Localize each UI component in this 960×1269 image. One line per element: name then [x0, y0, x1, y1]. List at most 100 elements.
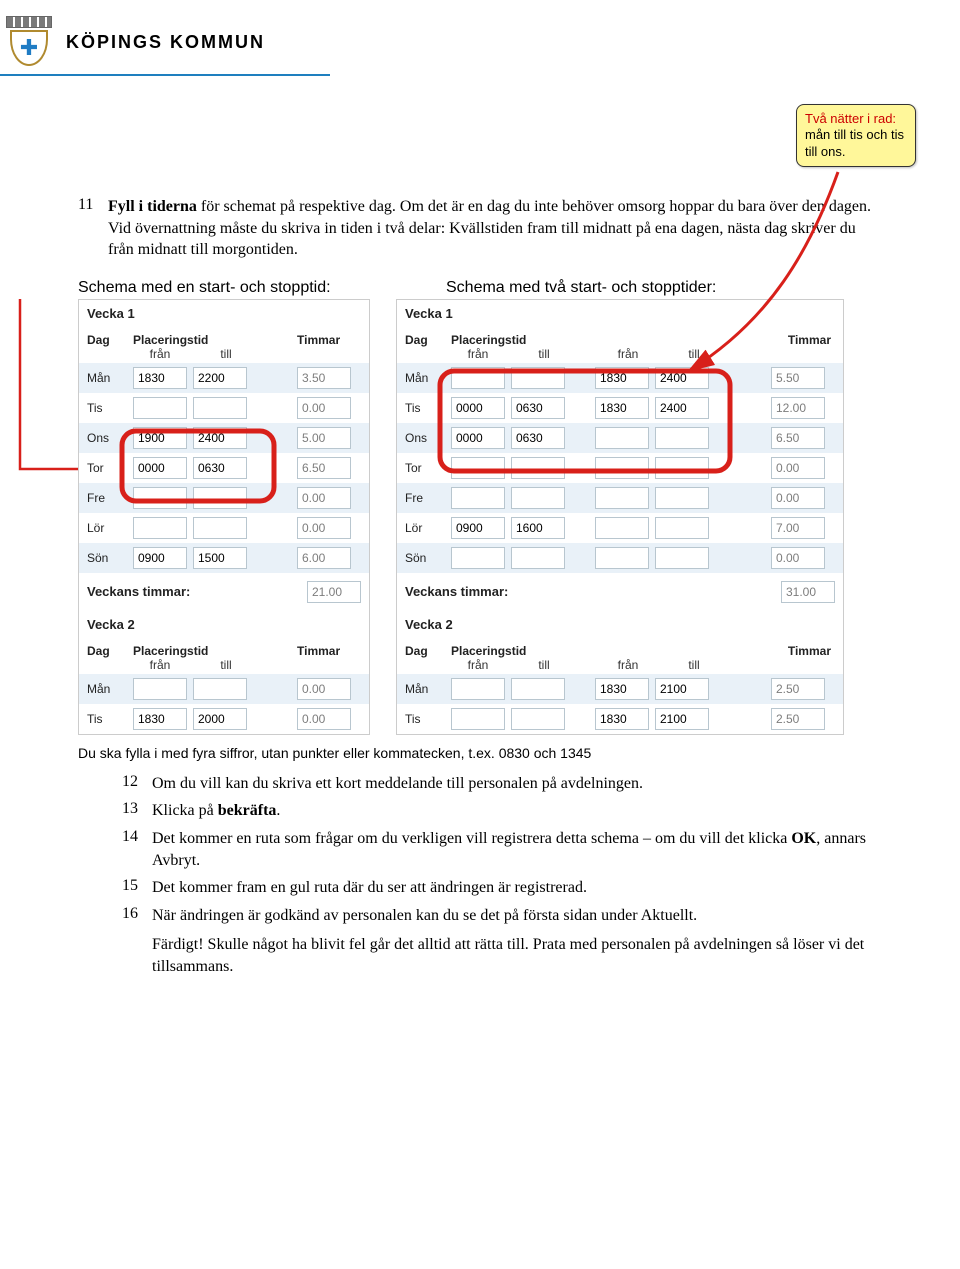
- table-row: Mån: [397, 363, 843, 393]
- hours-output: [297, 367, 351, 389]
- step-number: 16: [122, 905, 152, 927]
- from2-input[interactable]: [595, 367, 649, 389]
- from2-input[interactable]: [595, 678, 649, 700]
- from-input[interactable]: [133, 678, 187, 700]
- to2-input[interactable]: [655, 547, 709, 569]
- from2-input[interactable]: [595, 517, 649, 539]
- day-label: Fre: [405, 491, 451, 505]
- from-input[interactable]: [133, 487, 187, 509]
- to2-input[interactable]: [655, 678, 709, 700]
- from-input[interactable]: [451, 517, 505, 539]
- closing: Färdigt! Skulle något ha blivit fel går …: [152, 934, 882, 977]
- from2-input[interactable]: [595, 547, 649, 569]
- step-11: 11 Fyll i tiderna för schemat på respekt…: [78, 196, 882, 261]
- step-16: 16 När ändringen är godkänd av personale…: [122, 905, 882, 927]
- from-input[interactable]: [133, 547, 187, 569]
- from-input[interactable]: [133, 517, 187, 539]
- from-input[interactable]: [451, 678, 505, 700]
- to-input[interactable]: [193, 457, 247, 479]
- sub-fran: från: [133, 658, 187, 672]
- sub-till2: till: [667, 347, 721, 361]
- hours-output: [771, 397, 825, 419]
- step-15: 15 Det kommer fram en gul ruta där du se…: [122, 877, 882, 899]
- from-input[interactable]: [451, 487, 505, 509]
- step-text: När ändringen är godkänd av personalen k…: [152, 905, 882, 927]
- step11-line2: Vid övernattning måste du skriva in tide…: [108, 220, 856, 259]
- callout-title: Två nätter i rad:: [805, 111, 896, 126]
- to2-input[interactable]: [655, 457, 709, 479]
- hours-output: [297, 487, 351, 509]
- col-placeringstid: Placeringstid: [451, 644, 771, 658]
- from-input[interactable]: [451, 457, 505, 479]
- to-input[interactable]: [511, 397, 565, 419]
- to-input[interactable]: [511, 367, 565, 389]
- callout-body: mån till tis och tis till ons.: [805, 127, 904, 158]
- from-input[interactable]: [133, 457, 187, 479]
- from-input[interactable]: [133, 708, 187, 730]
- to-input[interactable]: [193, 708, 247, 730]
- to-input[interactable]: [193, 367, 247, 389]
- from2-input[interactable]: [595, 487, 649, 509]
- from-input[interactable]: [133, 427, 187, 449]
- from-input[interactable]: [451, 367, 505, 389]
- from-input[interactable]: [451, 708, 505, 730]
- to2-input[interactable]: [655, 517, 709, 539]
- day-label: Mån: [405, 371, 451, 385]
- from2-input[interactable]: [595, 397, 649, 419]
- from-input[interactable]: [451, 427, 505, 449]
- to-input[interactable]: [511, 457, 565, 479]
- to2-input[interactable]: [655, 708, 709, 730]
- to2-input[interactable]: [655, 487, 709, 509]
- hours-output: [771, 367, 825, 389]
- to-input[interactable]: [511, 487, 565, 509]
- sub-till: till: [199, 658, 253, 672]
- input-format-note: Du ska fylla i med fyra siffror, utan pu…: [78, 745, 882, 761]
- table-row: Tor: [397, 453, 843, 483]
- to-input[interactable]: [511, 427, 565, 449]
- step-text: Om du vill kan du skriva ett kort meddel…: [152, 773, 882, 795]
- hours-output: [297, 427, 351, 449]
- sub-fran: från: [451, 347, 505, 361]
- to-input[interactable]: [193, 517, 247, 539]
- to-input[interactable]: [193, 487, 247, 509]
- from-input[interactable]: [133, 397, 187, 419]
- week-total-label: Veckans timmar:: [405, 584, 781, 599]
- to2-input[interactable]: [655, 427, 709, 449]
- week-1-label: Vecka 1: [79, 300, 369, 329]
- to-input[interactable]: [193, 427, 247, 449]
- to-input[interactable]: [511, 547, 565, 569]
- to-input[interactable]: [511, 517, 565, 539]
- hours-output: [297, 397, 351, 419]
- from2-input[interactable]: [595, 427, 649, 449]
- hours-output: [297, 517, 351, 539]
- from-input[interactable]: [133, 367, 187, 389]
- hours-output: [771, 678, 825, 700]
- from-input[interactable]: [451, 547, 505, 569]
- brand-name: KÖPINGS KOMMUN: [66, 32, 265, 53]
- schedule-panel-double: Vecka 1 Dag Placeringstid Timmar från ti…: [396, 299, 844, 735]
- step-12: 12 Om du vill kan du skriva ett kort med…: [122, 773, 882, 795]
- to-input[interactable]: [511, 708, 565, 730]
- to-input[interactable]: [511, 678, 565, 700]
- col-day: Dag: [87, 644, 133, 658]
- to2-input[interactable]: [655, 397, 709, 419]
- col-day: Dag: [405, 644, 451, 658]
- table-row: Fre: [397, 483, 843, 513]
- sub-till: till: [199, 347, 253, 361]
- from2-input[interactable]: [595, 708, 649, 730]
- step-number: 14: [122, 828, 152, 871]
- col-timmar: Timmar: [297, 644, 357, 658]
- to-input[interactable]: [193, 397, 247, 419]
- to2-input[interactable]: [655, 367, 709, 389]
- from-input[interactable]: [451, 397, 505, 419]
- from2-input[interactable]: [595, 457, 649, 479]
- closing-text: Färdigt! Skulle något ha blivit fel går …: [122, 934, 882, 977]
- day-label: Ons: [87, 431, 133, 445]
- hours-output: [297, 547, 351, 569]
- to-input[interactable]: [193, 678, 247, 700]
- to-input[interactable]: [193, 547, 247, 569]
- day-label: Mån: [87, 682, 133, 696]
- table-row: Ons: [397, 423, 843, 453]
- step11-bold: Fyll i tiderna: [108, 198, 197, 215]
- day-label: Sön: [87, 551, 133, 565]
